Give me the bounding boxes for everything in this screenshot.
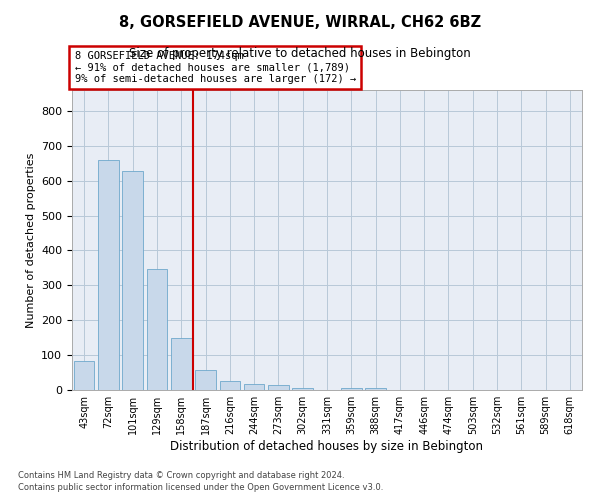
Text: Contains HM Land Registry data © Crown copyright and database right 2024.: Contains HM Land Registry data © Crown c… [18,471,344,480]
Bar [146,269,167,390]
Bar [292,388,313,390]
Text: Size of property relative to detached houses in Bebington: Size of property relative to detached ho… [129,48,471,60]
Bar [365,388,386,390]
Bar [220,382,240,390]
Bar [195,370,216,390]
Text: Contains public sector information licensed under the Open Government Licence v3: Contains public sector information licen… [18,484,383,492]
Bar [171,338,191,390]
Text: 8, GORSEFIELD AVENUE, WIRRAL, CH62 6BZ: 8, GORSEFIELD AVENUE, WIRRAL, CH62 6BZ [119,15,481,30]
Y-axis label: Number of detached properties: Number of detached properties [26,152,35,328]
Bar [244,384,265,390]
Text: 8 GORSEFIELD AVENUE: 174sqm
← 91% of detached houses are smaller (1,789)
9% of s: 8 GORSEFIELD AVENUE: 174sqm ← 91% of det… [74,51,356,84]
X-axis label: Distribution of detached houses by size in Bebington: Distribution of detached houses by size … [170,440,484,453]
Bar [341,388,362,390]
Bar [74,361,94,390]
Bar [268,385,289,390]
Bar [98,160,119,390]
Bar [122,171,143,390]
